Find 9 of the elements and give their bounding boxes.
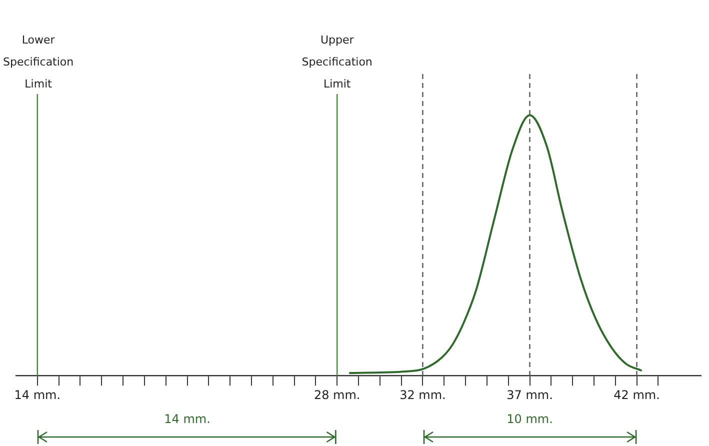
text: 10 mm. <box>506 412 554 426</box>
x-tick-label: 14 mm. <box>14 388 61 402</box>
ref-line-label: Upper Specification Limit <box>302 33 372 90</box>
x-tick-label: 37 mm. <box>506 388 553 402</box>
x-tick-label: 28 mm. <box>314 388 360 402</box>
x-tick-label: 32 mm. <box>400 388 446 402</box>
ref-line-label: Lower Specification Limit <box>3 33 74 90</box>
text: 14 mm. <box>163 412 212 426</box>
x-tick-label: 42 mm. <box>614 388 660 402</box>
